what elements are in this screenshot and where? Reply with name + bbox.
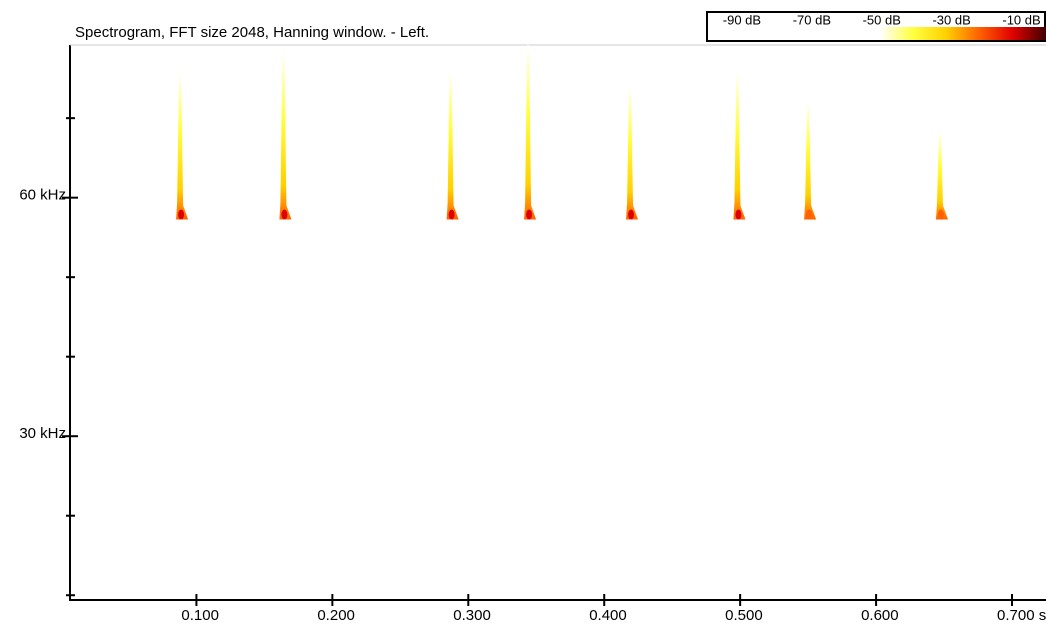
call-peak — [178, 209, 185, 220]
colorbar-frame — [706, 11, 1046, 42]
call — [626, 85, 639, 220]
colorbar-label: -10 dB — [1002, 12, 1040, 27]
x-tick-label: 0.500 — [725, 607, 763, 624]
call — [446, 70, 459, 220]
colorbar-label: -50 dB — [863, 12, 901, 27]
x-tick-label: 0.100 — [181, 607, 219, 624]
x-tick-label: 0.200 — [317, 607, 355, 624]
colorbar-label: -70 dB — [793, 12, 831, 27]
call-peak — [735, 209, 742, 220]
axes — [69, 45, 1046, 601]
chart-title: Spectrogram, FFT size 2048, Hanning wind… — [75, 24, 429, 41]
x-tick-label: 0.400 — [589, 607, 627, 624]
call — [935, 130, 948, 220]
x-tick-label: 0.700 sec. — [997, 607, 1046, 624]
call-peak — [806, 209, 813, 220]
call — [804, 100, 817, 220]
call-peak — [526, 209, 533, 220]
call-peak — [281, 209, 288, 220]
call — [524, 45, 537, 220]
x-tick-label: 0.300 — [453, 607, 491, 624]
colorbar — [880, 27, 1046, 40]
call-peak — [937, 209, 944, 220]
call — [176, 70, 189, 220]
y-tick-label: 30 kHz — [19, 425, 66, 442]
call-peak — [628, 209, 635, 220]
x-tick-label: 0.600 — [861, 607, 899, 624]
y-tick-label: 60 kHz — [19, 187, 66, 204]
call — [733, 70, 746, 220]
call-peak — [448, 209, 455, 220]
colorbar-label: -90 dB — [723, 12, 761, 27]
colorbar-label: -30 dB — [932, 12, 970, 27]
call — [279, 50, 292, 220]
